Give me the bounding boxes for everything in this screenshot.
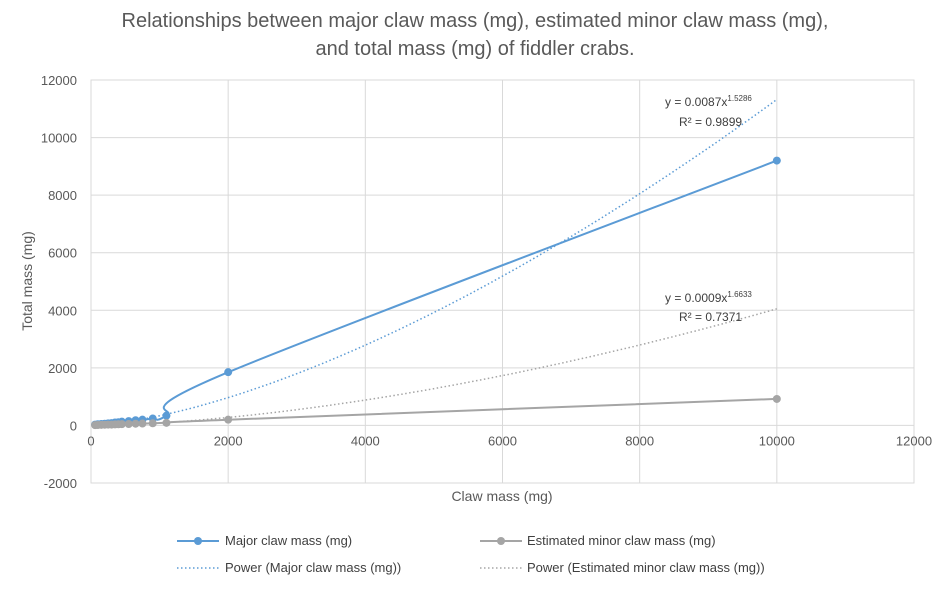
x-tick-label: 10000 <box>759 433 795 448</box>
legend-item-major[interactable]: Major claw mass (mg) <box>177 533 352 548</box>
series-line-1 <box>95 397 777 427</box>
x-tick-label: 6000 <box>488 433 517 448</box>
data-point-0-14 <box>224 368 233 377</box>
legend-item-minor[interactable]: Estimated minor claw mass (mg) <box>480 533 716 548</box>
chart-title-line-2: and total mass (mg) of fiddler crabs. <box>315 38 634 60</box>
major-trend-r-squared: R² = 0.9899 <box>679 115 742 129</box>
x-axis-label: Claw mass (mg) <box>451 488 552 504</box>
data-point-1-10 <box>131 419 140 428</box>
legend-item-power-major[interactable]: Power (Major claw mass (mg)) <box>177 560 401 575</box>
data-point-1-13 <box>162 418 171 427</box>
data-point-1-14 <box>224 415 233 424</box>
y-tick-label: 0 <box>70 418 77 433</box>
x-tick-label: 8000 <box>625 433 654 448</box>
data-point-1-12 <box>148 419 157 428</box>
legend-item-power-minor[interactable]: Power (Estimated minor claw mass (mg)) <box>480 560 765 575</box>
trendlines <box>95 98 778 427</box>
data-point-0-13 <box>162 411 171 420</box>
data-point-0-15 <box>772 156 781 165</box>
y-tick-label: 8000 <box>48 188 77 203</box>
y-tick-label: 12000 <box>41 73 77 88</box>
data-point-1-9 <box>124 419 133 428</box>
legend: Major claw mass (mg) Estimated minor cla… <box>177 533 765 575</box>
legend-marker-minor <box>497 537 505 545</box>
x-axis-ticks: 0 2000 4000 6000 8000 10000 12000 <box>87 433 932 448</box>
x-tick-label: 4000 <box>351 433 380 448</box>
trendline-1 <box>95 308 778 427</box>
major-trend-equation: y = 0.0087x1.5286 <box>665 94 752 109</box>
legend-label-power-minor: Power (Estimated minor claw mass (mg)) <box>527 560 765 575</box>
y-tick-label: 10000 <box>41 131 77 146</box>
legend-marker-major <box>194 537 202 545</box>
legend-label-major: Major claw mass (mg) <box>225 533 352 548</box>
trendline-0 <box>95 98 778 427</box>
data-point-1-8 <box>117 420 126 429</box>
y-axis-ticks: -2000 0 2000 4000 6000 8000 10000 12000 <box>41 73 77 491</box>
y-tick-label: 6000 <box>48 246 77 261</box>
plot-area <box>90 79 915 484</box>
y-tick-label: 4000 <box>48 303 77 318</box>
data-point-1-15 <box>772 394 781 403</box>
y-tick-label: -2000 <box>44 476 77 491</box>
x-tick-label: 12000 <box>896 433 932 448</box>
minor-trend-r-squared: R² = 0.7371 <box>679 310 742 324</box>
y-tick-label: 2000 <box>48 361 77 376</box>
x-tick-label: 2000 <box>214 433 243 448</box>
minor-trend-equation: y = 0.0009x1.6633 <box>665 290 752 305</box>
legend-label-minor: Estimated minor claw mass (mg) <box>527 533 716 548</box>
x-tick-label: 0 <box>87 433 94 448</box>
legend-label-power-major: Power (Major claw mass (mg)) <box>225 560 401 575</box>
y-axis-label: Total mass (mg) <box>19 231 35 331</box>
data-series <box>91 156 781 430</box>
chart-title-line-1: Relationships between major claw mass (m… <box>122 10 829 32</box>
grid-lines <box>90 79 915 484</box>
data-point-1-11 <box>138 419 147 428</box>
